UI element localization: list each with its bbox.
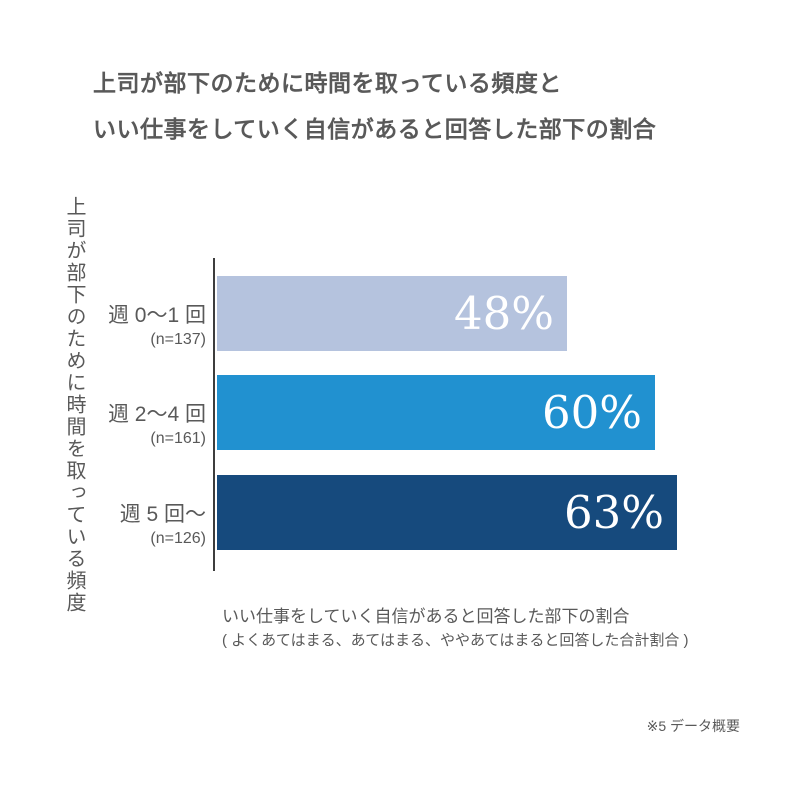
y-axis-label: 上司が部下のために時間を取っている頻度: [63, 196, 85, 614]
x-axis-caption-line2: ( よくあてはまる、あてはまる、ややあてはまると回答した合計割合 ): [222, 632, 689, 649]
bar-value-label: 60%: [541, 386, 642, 439]
category-label: 週 0〜1 回 (n=137): [0, 276, 206, 351]
category-label: 週 5 回〜 (n=126): [0, 475, 206, 550]
sample-size: (n=126): [150, 530, 206, 547]
category-name: 週 5 回〜: [119, 503, 206, 526]
bar-row-week-2-4: 週 2〜4 回 (n=161) 60%: [0, 375, 800, 450]
sample-size: (n=161): [150, 430, 206, 447]
category-name: 週 0〜1 回: [107, 304, 206, 327]
bar-row-week-0-1: 週 0〜1 回 (n=137) 48%: [0, 276, 800, 351]
bar-value-label: 63%: [563, 486, 664, 539]
bar: 48%: [217, 276, 567, 351]
bar: 63%: [217, 475, 677, 550]
bar-row-week-5plus: 週 5 回〜 (n=126) 63%: [0, 475, 800, 550]
x-axis-caption-line1: いい仕事をしていく自信があると回答した部下の割合: [222, 607, 630, 626]
bar-value-label: 48%: [453, 287, 554, 340]
chart-title-line2: いい仕事をしていく自信があると回答した部下の割合: [93, 116, 657, 142]
bar: 60%: [217, 375, 655, 450]
footnote: ※5 データ概要: [646, 718, 740, 734]
chart-title: 上司が部下のために時間を取っている頻度と いい仕事をしていく自信があると回答した…: [93, 60, 656, 152]
category-name: 週 2〜4 回: [107, 403, 206, 426]
y-axis-line: [213, 258, 215, 571]
chart-title-line1: 上司が部下のために時間を取っている頻度と: [93, 70, 562, 96]
category-label: 週 2〜4 回 (n=161): [0, 375, 206, 450]
x-axis-caption: いい仕事をしていく自信があると回答した部下の割合 ( よくあてはまる、あてはまる…: [222, 604, 689, 652]
sample-size: (n=137): [150, 331, 206, 348]
